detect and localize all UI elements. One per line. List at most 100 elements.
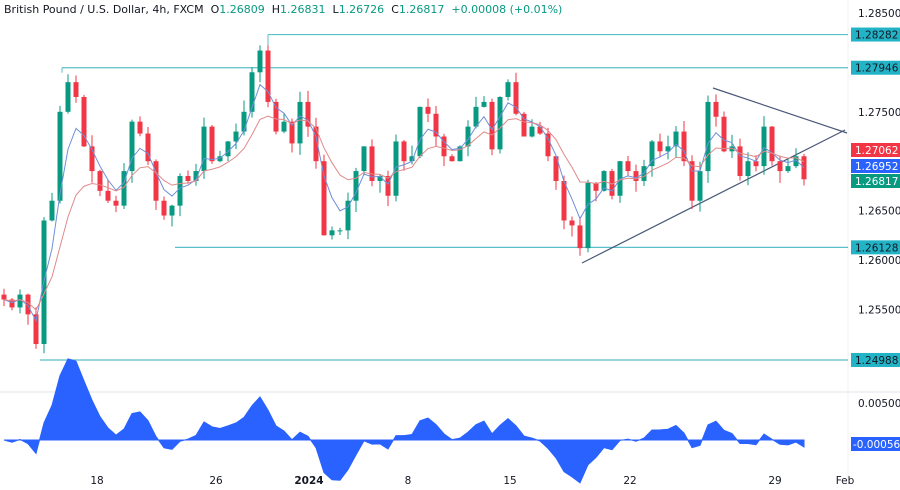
candle-body xyxy=(633,171,639,181)
level-price-label: 1.28282 xyxy=(855,30,898,42)
candle xyxy=(497,96,503,154)
candle-body xyxy=(745,161,751,177)
candle-body xyxy=(673,131,679,147)
candle-body xyxy=(625,161,631,172)
candle xyxy=(537,121,543,135)
candle-body xyxy=(537,126,543,134)
candle-body xyxy=(201,126,207,172)
candle xyxy=(417,106,423,159)
level-price-label: 1.24988 xyxy=(855,355,898,367)
candle xyxy=(577,216,583,256)
candle-body xyxy=(657,141,663,152)
candle-body xyxy=(433,113,439,137)
level-price-tag xyxy=(851,240,900,255)
candle-body xyxy=(73,82,79,97)
candle xyxy=(729,134,735,158)
candle-body xyxy=(57,111,63,201)
candle-body xyxy=(177,176,183,206)
current-price-tag xyxy=(851,159,900,173)
candle xyxy=(385,170,391,207)
candle xyxy=(713,94,719,127)
candle-body xyxy=(281,121,287,132)
candle-body xyxy=(665,146,671,152)
candle-body xyxy=(161,200,167,216)
candle-body xyxy=(81,96,87,147)
candle-body xyxy=(529,126,535,137)
candle xyxy=(761,116,767,175)
candle-body xyxy=(225,141,231,157)
candle xyxy=(433,105,439,147)
candle xyxy=(593,182,599,202)
candle-body xyxy=(361,146,367,172)
slow-moving-average-line xyxy=(3,115,805,311)
candle xyxy=(233,123,239,150)
candle-body xyxy=(497,96,503,150)
candle xyxy=(201,117,207,179)
candle-body xyxy=(473,106,479,127)
level-price-label: 1.27946 xyxy=(855,63,899,75)
candle-body xyxy=(105,190,111,201)
candle-body xyxy=(17,294,23,308)
candle xyxy=(17,289,23,314)
candle xyxy=(97,169,103,197)
y-tick-label: 1.26000 xyxy=(858,255,900,267)
candle-body xyxy=(113,200,119,206)
candle xyxy=(185,170,191,184)
x-tick-label: 26 xyxy=(209,475,223,487)
triangle-upper-trendline xyxy=(712,87,848,134)
candle xyxy=(137,116,143,137)
candle xyxy=(177,173,183,217)
candle xyxy=(721,111,727,153)
candle xyxy=(345,192,351,240)
candle xyxy=(377,174,383,193)
current-price-label: 1.27062 xyxy=(855,145,898,157)
oscillator-tick-label: 0.00500 xyxy=(858,398,900,410)
candle xyxy=(425,98,431,123)
candle xyxy=(113,195,119,213)
open-value: 1.26809 xyxy=(219,3,265,16)
candle-body xyxy=(649,141,655,167)
candle-body xyxy=(561,180,567,221)
candle xyxy=(145,127,151,166)
candle xyxy=(41,217,47,354)
candle-body xyxy=(505,82,511,97)
triangle-lower-trendline xyxy=(581,129,846,264)
candle-body xyxy=(209,126,215,162)
candle xyxy=(569,216,575,237)
oscillator-value-label: -0.00056 xyxy=(853,439,900,451)
candle-body xyxy=(137,121,143,134)
y-tick-label: 1.27500 xyxy=(858,107,900,119)
candle-body xyxy=(257,50,263,73)
candle xyxy=(265,45,271,108)
candle xyxy=(737,138,743,181)
candle xyxy=(73,75,79,103)
candle xyxy=(297,91,303,155)
candle-body xyxy=(97,171,103,191)
candle xyxy=(401,139,407,171)
candle-body xyxy=(25,294,31,315)
candle xyxy=(49,192,55,222)
close-value: 1.26817 xyxy=(398,3,445,16)
x-tick-label: 8 xyxy=(405,475,412,487)
candle-body xyxy=(585,182,591,249)
candle xyxy=(193,163,199,186)
candle-body xyxy=(313,126,319,162)
y-tick-label: 1.26500 xyxy=(858,206,900,218)
candle-body xyxy=(801,156,807,180)
candle xyxy=(657,133,663,158)
candle-body xyxy=(241,111,247,132)
candle-body xyxy=(369,146,375,181)
candle xyxy=(361,146,367,176)
candle-body xyxy=(465,126,471,147)
x-tick-label: 15 xyxy=(503,475,516,487)
candle-body xyxy=(337,230,343,232)
candle-body xyxy=(729,146,735,152)
candle xyxy=(337,227,343,236)
x-tick-label: 2024 xyxy=(294,475,323,487)
candle-body xyxy=(249,72,255,112)
candle xyxy=(217,150,223,163)
candle xyxy=(625,155,631,176)
candle-body xyxy=(185,176,191,181)
